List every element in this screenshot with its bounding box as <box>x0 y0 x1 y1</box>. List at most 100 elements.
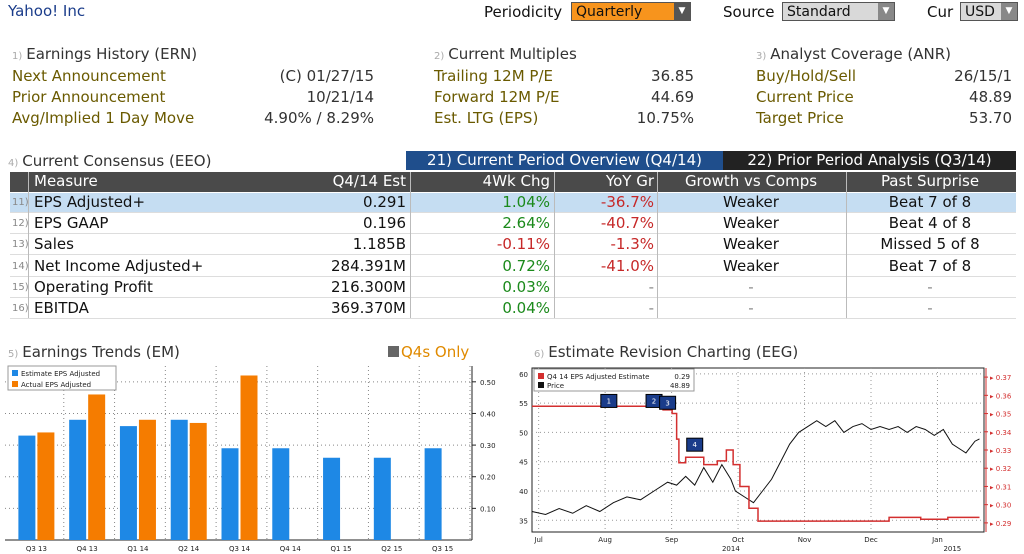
x-tick-label: Q1 14 <box>127 545 149 553</box>
yoy-growth-cell: -41.0% <box>600 256 654 275</box>
estimate-cell: 284.391M <box>331 256 406 275</box>
q4s-only-toggle[interactable]: Q4s Only <box>388 343 469 361</box>
plot-area <box>531 367 985 533</box>
tab-prior-period[interactable]: 22) Prior Period Analysis (Q3/14) <box>723 151 1016 170</box>
section-number: 2) <box>434 51 445 62</box>
growth-vs-comps-cell: Weaker <box>723 214 779 233</box>
col-yoy[interactable]: YoY Gr <box>605 172 654 190</box>
col-measure[interactable]: Measure <box>34 172 98 190</box>
earnings-trends-title[interactable]: 5) Earnings Trends (EM) <box>8 343 180 361</box>
past-surprise-cell: Beat 7 of 8 <box>888 193 972 211</box>
estimate-bar <box>119 426 137 540</box>
trailing-pe-label: Trailing 12M P/E <box>434 67 553 85</box>
left-tick-label: 60 <box>519 371 528 379</box>
consensus-label: Current Consensus (EEO) <box>22 152 212 170</box>
currency-label: Cur <box>927 3 954 21</box>
left-tick-label: 45 <box>519 459 528 467</box>
row-divider <box>10 212 1016 213</box>
estimate-revision-title[interactable]: 6) Estimate Revision Charting (EEG) <box>534 343 798 361</box>
legend-label: Q4 14 EPS Adjusted Estimate <box>547 373 649 381</box>
chevron-down-icon[interactable]: ▼ <box>1001 3 1017 20</box>
earnings-history-title[interactable]: 1) Earnings History (ERN) <box>12 45 197 63</box>
row-divider <box>10 233 1016 235</box>
measure-cell[interactable]: EBITDA <box>34 299 89 317</box>
chevron-down-icon[interactable]: ▼ <box>674 3 690 20</box>
estimate-cell: 0.196 <box>363 214 406 233</box>
right-tick-label: ▸ 0.35 <box>990 411 1011 419</box>
table-header <box>10 172 1016 192</box>
prior-announcement-value: 10/21/14 <box>306 88 374 106</box>
currency-dropdown[interactable]: USD ▼ <box>960 2 1018 21</box>
estimate-cell: 369.370M <box>331 299 406 317</box>
four-week-change-cell: 1.04% <box>502 193 550 211</box>
row-divider <box>10 254 1016 256</box>
event-marker-label: 4 <box>692 441 697 449</box>
x-tick-label: Q3 15 <box>432 545 453 553</box>
estimate-cell: 0.291 <box>363 193 406 211</box>
earnings-trends-chart: 0.10 0.20 0.30 0.40 0.50 Q3 13 Q4 13 Q1 14 Q2 14… <box>5 365 496 553</box>
col-est[interactable]: Q4/14 Est <box>332 172 406 190</box>
x-tick-label: Q3 13 <box>26 545 47 553</box>
legend-swatch <box>12 370 18 376</box>
past-surprise-cell: - <box>927 299 933 317</box>
measure-cell[interactable]: Sales <box>34 235 74 254</box>
event-marker <box>659 395 677 410</box>
row-number[interactable]: 11) <box>12 197 29 208</box>
periodicity-dropdown[interactable]: Quarterly ▼ <box>571 2 691 21</box>
row-number[interactable]: 16) <box>12 303 29 314</box>
legend-swatch <box>538 382 544 388</box>
col-growth[interactable]: Growth vs Comps <box>684 172 818 190</box>
estimate-bar <box>424 448 442 540</box>
yoy-growth-cell: - <box>648 299 654 317</box>
earnings-trends-label: Earnings Trends (EM) <box>22 343 180 361</box>
estimate-cell: 216.300M <box>331 277 406 296</box>
left-tick-label: 40 <box>519 488 528 496</box>
y-tick-label: 0.20 <box>480 474 496 482</box>
column-divider <box>657 172 658 318</box>
row-number[interactable]: 15) <box>12 281 29 293</box>
tab-current-period[interactable]: 21) Current Period Overview (Q4/14) <box>406 151 723 170</box>
x-tick-label: Nov <box>798 536 812 544</box>
measure-cell[interactable]: EPS Adjusted+ <box>34 193 146 211</box>
next-announcement-value: (C) 01/27/15 <box>279 67 374 85</box>
x-tick-label: Aug <box>598 536 612 544</box>
actual-bar <box>37 432 55 540</box>
estimate-line <box>532 405 980 522</box>
estimate-revision-label: Estimate Revision Charting (EEG) <box>548 343 799 361</box>
event-marker-label: 2 <box>652 397 656 405</box>
measure-cell[interactable]: Net Income Adjusted+ <box>34 256 204 275</box>
source-dropdown[interactable]: Standard ▼ <box>782 2 895 21</box>
source-label: Source <box>723 3 775 21</box>
buy-hold-sell-value: 26/15/1 <box>954 67 1012 85</box>
legend-swatch <box>538 373 544 379</box>
column-divider <box>846 172 847 318</box>
growth-vs-comps-cell: - <box>748 277 754 296</box>
yoy-growth-cell: -40.7% <box>600 214 654 233</box>
price-line <box>531 420 980 515</box>
selected-row-highlight <box>10 193 1016 213</box>
x-tick-label: Dec <box>864 536 878 544</box>
row-divider <box>10 296 1016 298</box>
growth-vs-comps-cell: Weaker <box>723 256 779 275</box>
four-week-change-cell: 0.03% <box>502 277 550 296</box>
y-tick-label: 0.10 <box>480 505 496 513</box>
consensus-title[interactable]: 4) Current Consensus (EEO) <box>8 152 211 170</box>
row-number[interactable]: 13) <box>12 239 29 251</box>
measure-cell[interactable]: EPS GAAP <box>34 214 109 233</box>
event-marker-label: 1 <box>607 397 611 405</box>
col-surprise[interactable]: Past Surprise <box>880 172 980 190</box>
legend-value: 48.89 <box>670 382 690 390</box>
row-number[interactable]: 14) <box>12 260 29 272</box>
current-multiples-title[interactable]: 2) Current Multiples <box>434 45 577 63</box>
col-4wk-chg[interactable]: 4Wk Chg <box>482 172 550 190</box>
yoy-growth-cell: - <box>648 277 654 296</box>
chevron-down-icon[interactable]: ▼ <box>878 3 894 20</box>
row-number[interactable]: 12) <box>12 218 29 230</box>
analyst-coverage-title[interactable]: 3) Analyst Coverage (ANR) <box>756 45 951 63</box>
x-tick-label: Q4 14 <box>280 545 302 553</box>
current-multiples-label: Current Multiples <box>448 45 577 63</box>
four-week-change-cell: 2.64% <box>502 214 550 233</box>
left-tick-label: 55 <box>519 400 528 408</box>
measure-cell[interactable]: Operating Profit <box>34 277 153 296</box>
checkbox-icon[interactable] <box>388 346 399 357</box>
